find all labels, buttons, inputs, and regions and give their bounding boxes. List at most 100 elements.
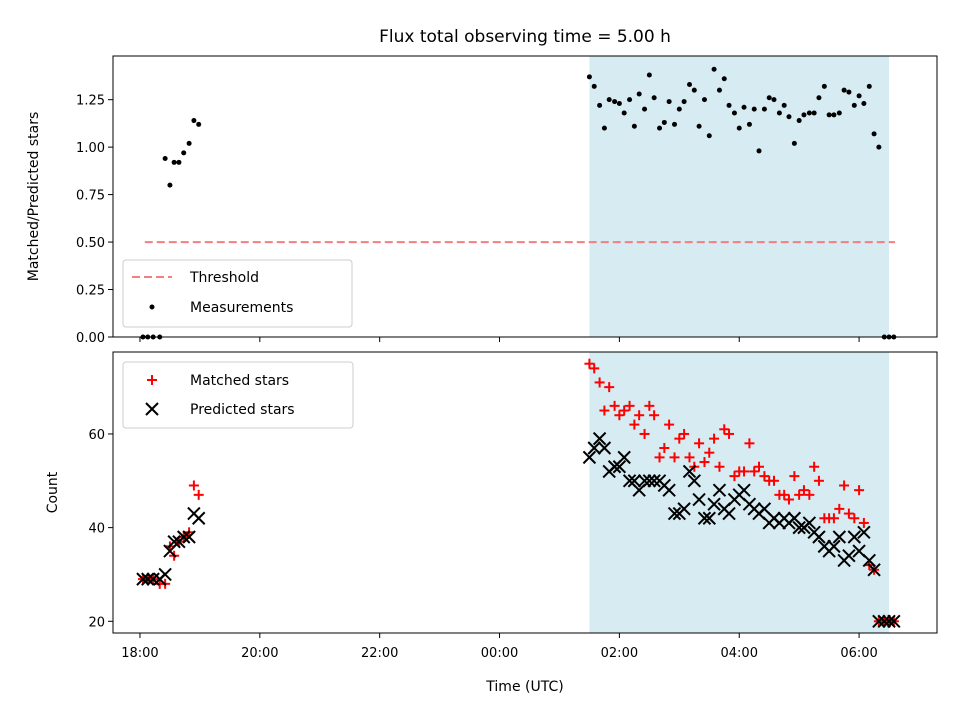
bottom-axes-frame (112, 351, 938, 634)
chart-title: Flux total observing time = 5.00 h (379, 27, 671, 47)
matched-star-point (719, 424, 730, 435)
matched-star-point (619, 405, 630, 416)
matched-star-point (813, 475, 824, 486)
predicted-star-point (158, 567, 172, 582)
matched-star-point (193, 489, 204, 500)
measurement-point (706, 133, 712, 139)
measurement-point (162, 156, 168, 162)
legend-predicted-label: Predicted stars (190, 402, 295, 418)
predicted-star-point (862, 553, 876, 568)
measurement-point (711, 66, 717, 72)
matched-star-point (749, 466, 760, 477)
predicted-star-point (802, 516, 817, 530)
measurement-point (646, 72, 652, 78)
predicted-star-point (637, 474, 652, 488)
measurement-point (736, 125, 742, 131)
matched-star-point (599, 405, 610, 416)
bottom-y-axis-label: Count (45, 471, 61, 513)
x-tick-label: 18:00 (121, 646, 158, 661)
measurement-point (741, 104, 747, 110)
measurement-point (597, 102, 603, 108)
matched-star-point (694, 438, 705, 449)
matched-star-point (754, 461, 765, 472)
matched-star-point (858, 517, 869, 528)
measurement-point (586, 74, 592, 80)
bottom-y-tick-label: 20 (88, 615, 105, 630)
measurement-point (766, 95, 772, 101)
measurement-point (591, 83, 597, 89)
measurement-point (676, 106, 682, 112)
matched-star-point (654, 452, 665, 463)
predicted-star-point (857, 525, 871, 540)
matched-star-point (669, 452, 680, 463)
matched-star-point (724, 428, 735, 439)
predicted-star-point (712, 483, 727, 497)
legend-matched-swatch (147, 375, 157, 385)
measurement-point (691, 87, 697, 93)
predicted-star-point (827, 539, 841, 554)
top-y-tick-label: 1.25 (76, 94, 105, 109)
predicted-star-point (882, 614, 896, 628)
x-axis-label: Time (UTC) (485, 679, 563, 695)
legend-threshold-label: Threshold (189, 270, 259, 286)
matched-star-point (609, 400, 620, 411)
predicted-star-point (702, 511, 716, 525)
predicted-star-point (722, 506, 736, 521)
measurement-point (816, 95, 822, 101)
predicted-star-point (587, 441, 601, 455)
bottom-y-tick-label: 60 (88, 428, 105, 443)
measurement-point (721, 76, 727, 82)
predicted-star-point (697, 511, 712, 525)
measurement-point (171, 159, 177, 165)
measurement-point (851, 102, 857, 108)
top-y-tick-label: 0.00 (76, 331, 105, 346)
bottom-x-ticks: 18:00 20:00 22:00 00:00 02:00 04:00 06:00 (121, 633, 878, 661)
measurement-point (701, 97, 707, 103)
predicted-star-point (617, 450, 631, 465)
measurement-point (866, 83, 872, 89)
predicted-star-points (136, 431, 901, 628)
measurement-point (791, 140, 797, 146)
measurement-point (796, 118, 802, 124)
bottom-panel: 20 40 60 18:00 20:00 22:00 00:00 02:00 04:00 06:… (45, 351, 938, 695)
measurement-point (771, 97, 777, 103)
measurement-point (811, 110, 817, 116)
matched-star-point (798, 485, 809, 496)
measurement-point (661, 119, 667, 125)
matched-star-point (739, 466, 750, 477)
top-y-axis-label: Matched/Predicted stars (26, 112, 42, 282)
matched-star-point (188, 480, 199, 491)
predicted-star-point (872, 614, 886, 628)
measurement-point (856, 93, 862, 99)
matched-star-point (843, 508, 854, 519)
bottom-y-tick-label: 40 (88, 522, 105, 537)
matched-star-point (834, 503, 845, 514)
measurement-point (176, 159, 182, 165)
measurement-point (631, 123, 637, 129)
measurement-point (806, 110, 812, 116)
measurement-point (642, 106, 648, 112)
predicted-star-point (677, 502, 691, 516)
measurement-point (801, 112, 807, 118)
predicted-star-point (667, 506, 682, 521)
top-y-ticks: 0.00 0.25 0.50 0.75 1.00 1.25 (76, 94, 113, 346)
matched-star-point (779, 489, 790, 500)
bottom-shaded-span (589, 352, 890, 633)
matched-star-point (828, 513, 839, 524)
matched-star-point (854, 485, 865, 496)
matched-star-point (744, 438, 755, 449)
measurement-point (196, 121, 202, 127)
predicted-star-point (812, 530, 826, 544)
matched-star-point (634, 410, 645, 421)
matched-star-point (624, 400, 635, 411)
matched-star-point (704, 447, 715, 458)
predicted-star-point (737, 483, 751, 497)
predicted-star-point (647, 474, 661, 488)
measurement-point (731, 110, 737, 116)
predicted-star-point (662, 483, 676, 497)
top-shaded-span (589, 56, 890, 337)
measurement-point (191, 118, 197, 124)
matched-star-point (804, 489, 815, 500)
matched-star-point (664, 419, 675, 430)
bottom-legend: Matched stars Predicted stars (122, 361, 354, 429)
